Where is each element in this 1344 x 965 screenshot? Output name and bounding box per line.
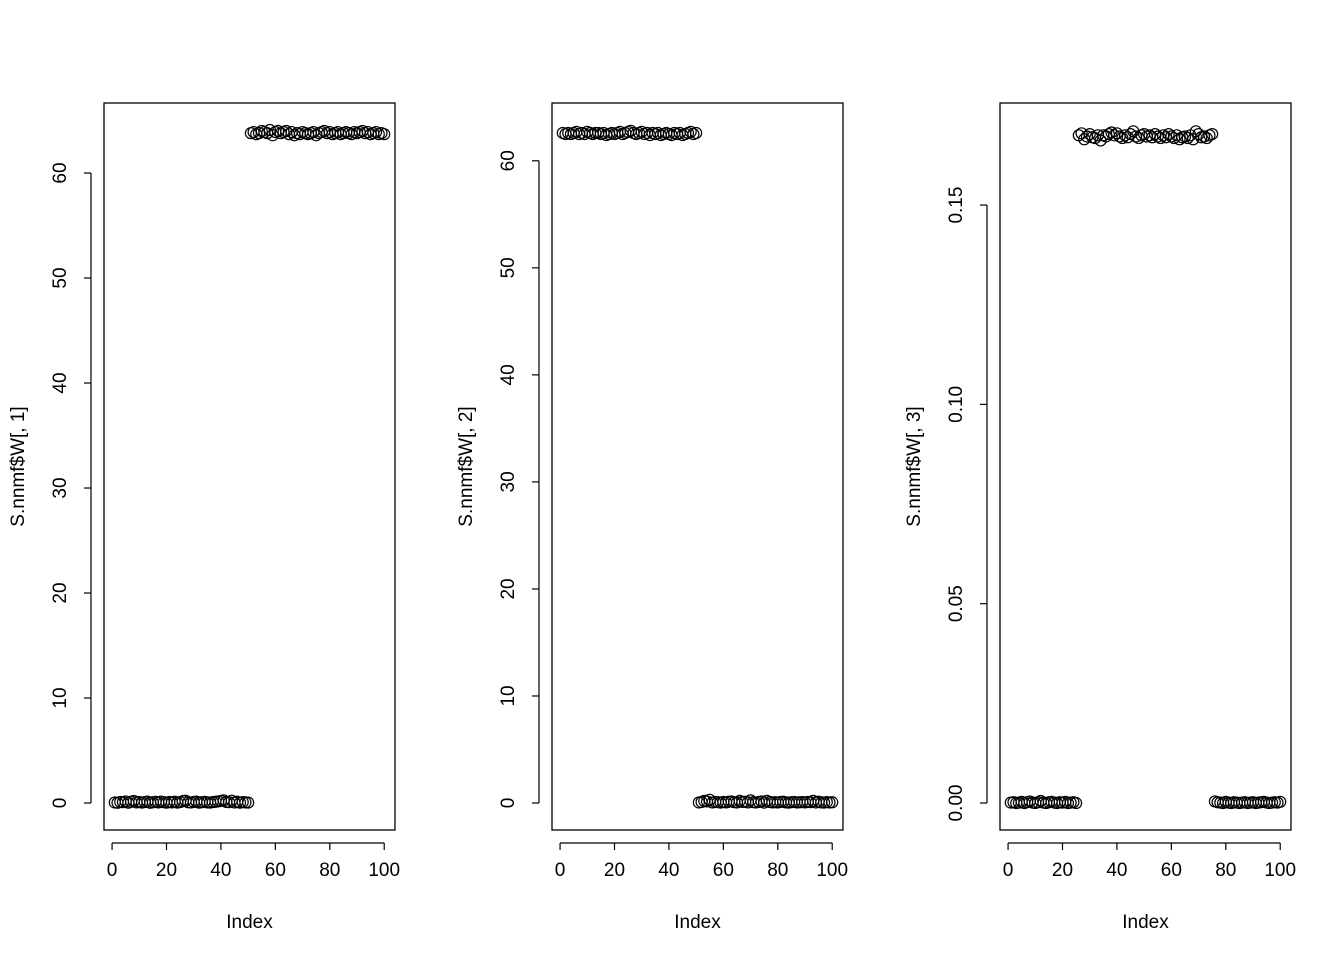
y-tick-label: 40 — [498, 364, 519, 385]
y-tick-label: 10 — [498, 685, 519, 706]
x-tick-label: 20 — [156, 860, 177, 881]
x-tick-label: 100 — [368, 860, 400, 881]
x-tick-label: 80 — [1215, 860, 1236, 881]
y-tick-label: 30 — [50, 477, 71, 498]
y-tick-label: 0 — [50, 798, 71, 809]
y-tick-label: 30 — [498, 471, 519, 492]
point — [684, 125, 697, 139]
y-tick-label: 60 — [50, 162, 71, 183]
point — [1178, 130, 1192, 143]
point — [1206, 127, 1219, 141]
point — [378, 128, 391, 141]
y-tick-label: 50 — [498, 257, 519, 278]
x-axis-label: Index — [226, 912, 273, 933]
y-tick-label: 60 — [498, 150, 519, 171]
plot-box — [551, 102, 844, 831]
point — [1116, 131, 1129, 145]
x-tick-label: 20 — [1052, 860, 1073, 881]
y-axis-label: S.nnmf$W[, 1] — [8, 406, 29, 526]
y-tick-label: 20 — [498, 578, 519, 599]
x-tick-label: 40 — [1106, 860, 1127, 881]
point — [1197, 130, 1211, 143]
y-tick-label: 20 — [50, 582, 71, 603]
x-tick-label: 60 — [265, 860, 286, 881]
x-tick-label: 60 — [713, 860, 734, 881]
y-tick-label: 0 — [498, 798, 519, 809]
x-tick-label: 20 — [604, 860, 625, 881]
y-tick-label: 40 — [50, 372, 71, 393]
y-tick-label: 10 — [50, 687, 71, 708]
point — [1069, 796, 1083, 810]
x-axis-label: Index — [674, 912, 721, 933]
point — [826, 796, 839, 809]
point — [1274, 795, 1287, 808]
x-tick-label: 60 — [1161, 860, 1182, 881]
y-axis-label: S.nnmf$W[, 3] — [904, 406, 925, 526]
point — [1105, 126, 1118, 139]
point — [1181, 131, 1194, 145]
point — [252, 127, 266, 140]
x-tick-label: 40 — [658, 860, 679, 881]
point — [369, 125, 383, 139]
plot-box — [999, 102, 1292, 831]
point — [242, 796, 255, 809]
y-tick-label: 0.10 — [946, 386, 967, 423]
x-tick-label: 40 — [210, 860, 231, 881]
point — [271, 124, 285, 138]
x-axis-label: Index — [1122, 912, 1169, 933]
panel: 0 20 40 60 80 100 0 10 20 30 40 50 60 Index S.nnmf$W[,… — [456, 102, 848, 933]
x-tick-label: 0 — [555, 860, 566, 881]
plot-box — [103, 102, 396, 831]
x-tick-label: 80 — [767, 860, 788, 881]
y-tick-label: 50 — [50, 267, 71, 288]
x-tick-label: 0 — [107, 860, 118, 881]
point — [345, 128, 358, 141]
x-tick-label: 100 — [1264, 860, 1296, 881]
x-tick-label: 80 — [319, 860, 340, 881]
y-axis-label: S.nnmf$W[, 2] — [456, 406, 477, 526]
point — [690, 126, 703, 140]
panel: 0 20 40 60 80 100 0.00 0.05 0.10 0.15 Index S.nnmf$… — [904, 102, 1296, 933]
x-tick-label: 0 — [1003, 860, 1014, 881]
y-tick-label: 0.05 — [946, 585, 967, 622]
x-tick-label: 100 — [816, 860, 848, 881]
y-tick-label: 0.15 — [946, 187, 967, 224]
panel: 0 20 40 60 80 100 0 10 20 30 40 50 60 Index S.nnmf$W[,… — [8, 102, 400, 933]
y-tick-label: 0.00 — [946, 785, 967, 822]
